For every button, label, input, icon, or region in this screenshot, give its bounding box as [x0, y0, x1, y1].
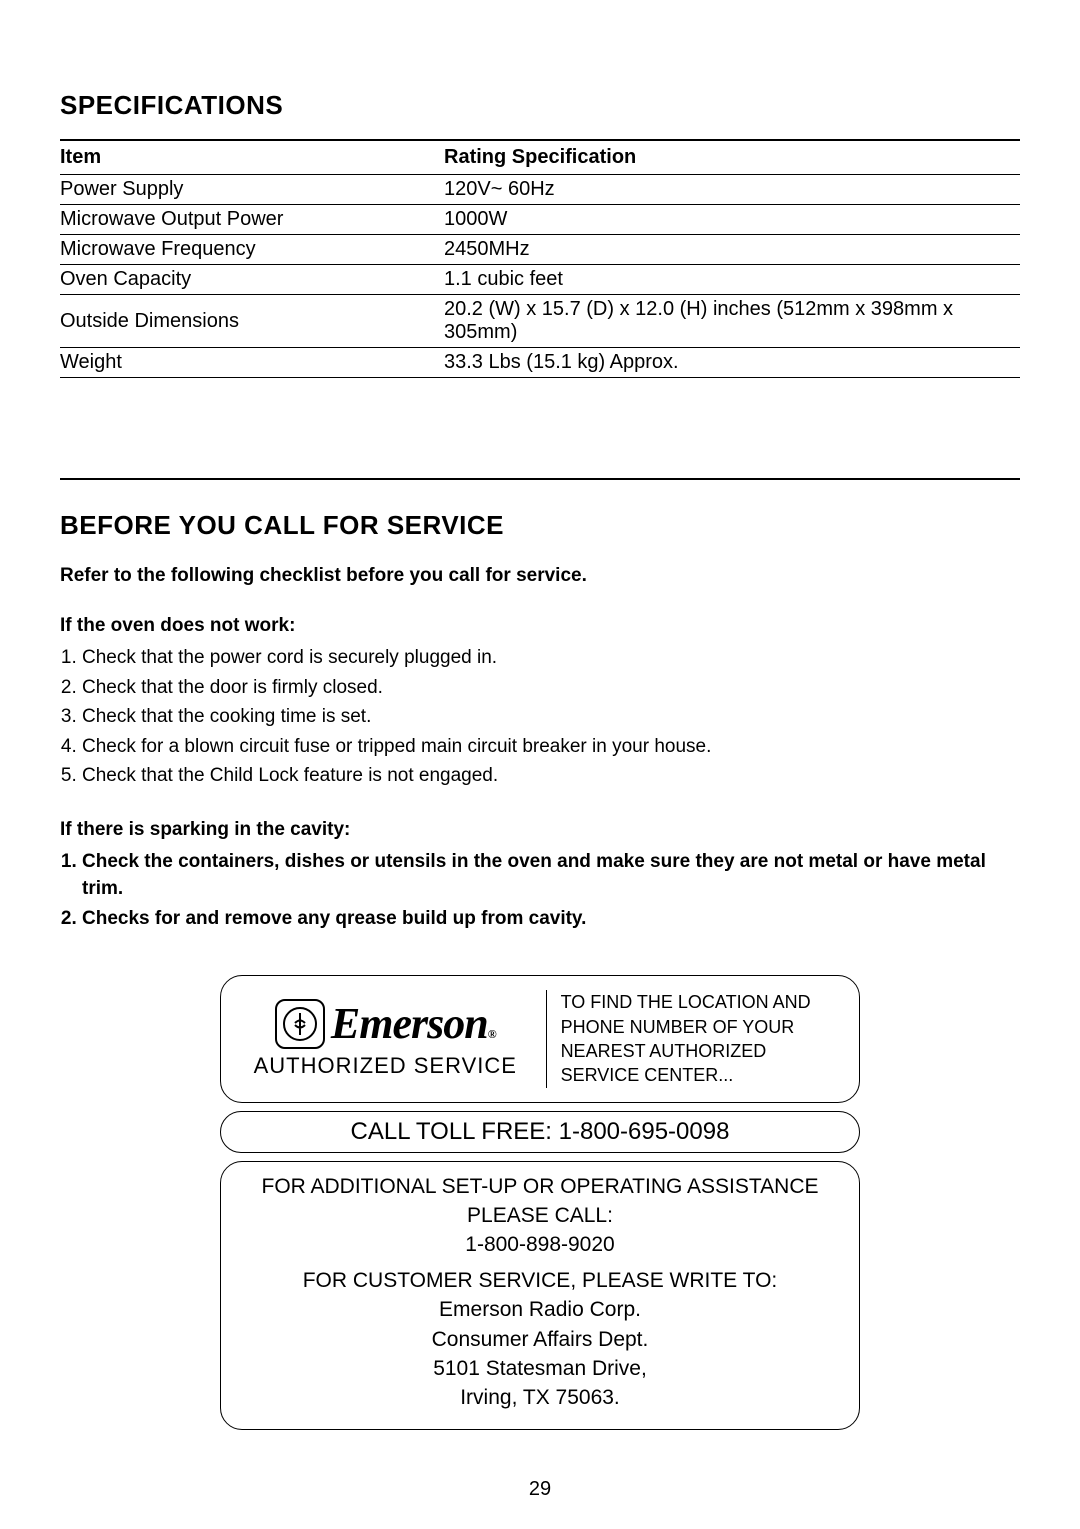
table-row: Power Supply120V~ 60Hz: [60, 175, 1020, 205]
table-row: Oven Capacity1.1 cubic feet: [60, 265, 1020, 295]
checklist-intro: Refer to the following checklist before …: [60, 565, 1020, 587]
spec-item: Oven Capacity: [60, 265, 444, 295]
list-item: Check that the cooking time is set.: [82, 702, 1020, 732]
spec-rating: 1000W: [444, 205, 1020, 235]
emerson-mark-icon: [275, 999, 325, 1049]
spec-item: Power Supply: [60, 175, 444, 205]
write-line: Emerson Radio Corp.: [235, 1295, 845, 1324]
service-card: Emerson® AUTHORIZED SERVICE TO FIND THE …: [220, 975, 860, 1429]
list-item: Check the containers, dishes or utensils…: [82, 847, 1020, 904]
table-row: Microwave Output Power1000W: [60, 205, 1020, 235]
list-item: Check for a blown circuit fuse or trippe…: [82, 732, 1020, 762]
not-work-title: If the oven does not work:: [60, 615, 1020, 637]
col-header-item: Item: [60, 140, 444, 175]
spec-rating: 2450MHz: [444, 235, 1020, 265]
spec-item: Outside Dimensions: [60, 295, 444, 348]
service-card-top: Emerson® AUTHORIZED SERVICE TO FIND THE …: [220, 975, 860, 1102]
sparking-title: If there is sparking in the cavity:: [60, 819, 1020, 841]
specifications-heading: SPECIFICATIONS: [60, 90, 1020, 121]
manual-page: SPECIFICATIONS Item Rating Specification…: [0, 0, 1080, 1529]
spec-item: Microwave Frequency: [60, 235, 444, 265]
list-item: Checks for and remove any qrease build u…: [82, 904, 1020, 934]
spec-rating: 120V~ 60Hz: [444, 175, 1020, 205]
write-line: FOR CUSTOMER SERVICE, PLEASE WRITE TO:: [235, 1266, 845, 1295]
find-location-text: TO FIND THE LOCATION AND PHONE NUMBER OF…: [561, 990, 843, 1087]
col-header-rating: Rating Specification: [444, 140, 1020, 175]
spec-rating: 33.3 Lbs (15.1 kg) Approx.: [444, 348, 1020, 378]
table-header-row: Item Rating Specification: [60, 140, 1020, 175]
emerson-mark-inner-icon: [283, 1007, 317, 1041]
list-item: Check that the door is firmly closed.: [82, 673, 1020, 703]
service-card-bottom: FOR ADDITIONAL SET-UP OR OPERATING ASSIS…: [220, 1161, 860, 1430]
list-item: Check that the Child Lock feature is not…: [82, 761, 1020, 791]
table-row: Microwave Frequency2450MHz: [60, 235, 1020, 265]
section-divider: [60, 478, 1020, 480]
before-service-heading: BEFORE YOU CALL FOR SERVICE: [60, 510, 1020, 541]
authorized-service-label: AUTHORIZED SERVICE: [237, 1053, 534, 1079]
specifications-table: Item Rating Specification Power Supply12…: [60, 139, 1020, 378]
not-work-list: Check that the power cord is securely pl…: [60, 643, 1020, 791]
brand-logo-row: Emerson®: [237, 998, 534, 1049]
spec-rating: 1.1 cubic feet: [444, 265, 1020, 295]
assist-line: FOR ADDITIONAL SET-UP OR OPERATING ASSIS…: [235, 1172, 845, 1201]
spec-item: Weight: [60, 348, 444, 378]
assist-block: FOR ADDITIONAL SET-UP OR OPERATING ASSIS…: [235, 1172, 845, 1260]
assist-phone: 1-800-898-9020: [235, 1230, 845, 1259]
write-line: 5101 Statesman Drive,: [235, 1354, 845, 1383]
write-line: Consumer Affairs Dept.: [235, 1325, 845, 1354]
page-number: 29: [0, 1478, 1080, 1501]
brand-name: Emerson®: [331, 998, 496, 1049]
table-row: Weight33.3 Lbs (15.1 kg) Approx.: [60, 348, 1020, 378]
spec-rating: 20.2 (W) x 15.7 (D) x 12.0 (H) inches (5…: [444, 295, 1020, 348]
table-row: Outside Dimensions20.2 (W) x 15.7 (D) x …: [60, 295, 1020, 348]
registered-mark: ®: [488, 1027, 496, 1041]
write-block: FOR CUSTOMER SERVICE, PLEASE WRITE TO: E…: [235, 1266, 845, 1413]
list-item: Check that the power cord is securely pl…: [82, 643, 1020, 673]
toll-free-box: CALL TOLL FREE: 1-800-695-0098: [220, 1111, 860, 1153]
assist-line: PLEASE CALL:: [235, 1201, 845, 1230]
sparking-list: Check the containers, dishes or utensils…: [60, 847, 1020, 934]
brand-block: Emerson® AUTHORIZED SERVICE: [237, 990, 547, 1087]
spec-item: Microwave Output Power: [60, 205, 444, 235]
write-line: Irving, TX 75063.: [235, 1383, 845, 1412]
